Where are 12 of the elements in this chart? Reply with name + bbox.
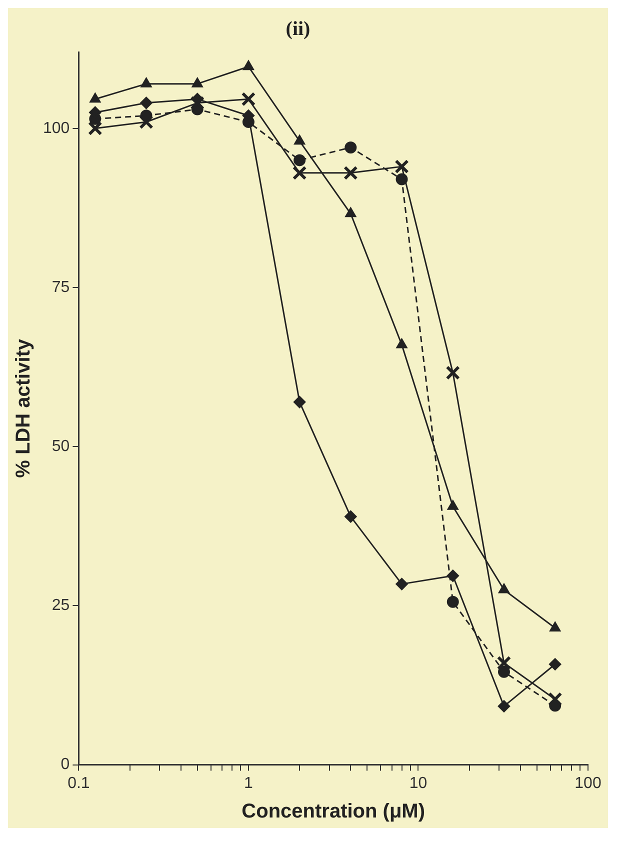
y-tick-label: 100 [42,120,70,137]
y-tick-label: 75 [52,278,70,296]
x-tick-label: 1 [244,774,254,792]
y-axis-title: % LDH activity [12,338,35,478]
x-tick-label: 0.1 [68,774,90,792]
x-axis-title: Concentration (μM) [242,800,426,823]
x-tick-label: 100 [574,774,602,792]
x-tick-label: 10 [409,774,428,792]
y-tick-label: 0 [60,756,70,774]
chart-title: (ii) [286,18,310,40]
y-tick-label: 25 [52,597,70,614]
y-tick-label: 50 [52,438,70,455]
